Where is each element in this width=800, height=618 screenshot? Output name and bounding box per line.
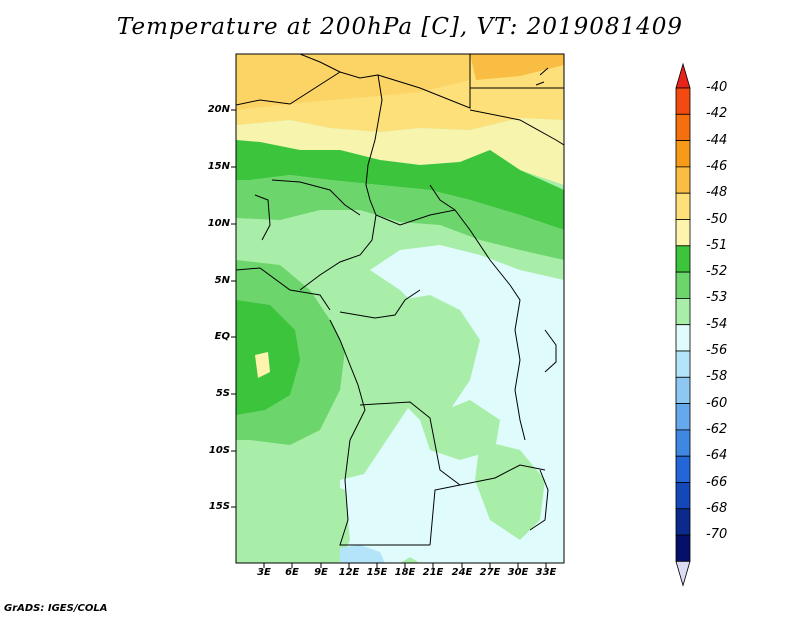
colorbar-label: -58 (706, 369, 728, 385)
colorbar-segment (675, 87, 691, 115)
colorbar-segment (675, 508, 691, 536)
lat-label: 15N (207, 161, 230, 172)
lon-label: 3E (257, 567, 271, 578)
colorbar-label: -50 (706, 211, 728, 227)
axis-ticks (231, 109, 547, 568)
colorbar-segment (675, 403, 691, 431)
colorbar-segment (675, 113, 691, 142)
lon-label: 30E (507, 567, 529, 578)
colorbar-segment (675, 350, 691, 378)
colorbar-label: -54 (706, 316, 728, 332)
lon-label: 33E (535, 567, 557, 578)
colorbar-label: -51 (706, 237, 728, 253)
colorbar-segment (675, 245, 691, 273)
colorbar-label: -64 (706, 448, 728, 464)
colorbar-segment (675, 297, 691, 326)
lon-label: 6E (285, 567, 299, 578)
colorbar-segment (675, 482, 691, 510)
colorbar-label: -56 (706, 343, 728, 358)
colorbar-label: -40 (706, 80, 728, 95)
colorbar-label: -53 (706, 290, 728, 306)
colorbar-segment (675, 192, 691, 220)
lon-label: 24E (451, 567, 473, 578)
colorbar-label: -46 (706, 158, 728, 174)
lon-label: 18E (394, 567, 416, 578)
map-frame (235, 53, 565, 564)
colorbar-label: -62 (706, 421, 728, 437)
colorbar-segment (675, 219, 691, 247)
colorbar-segment (675, 534, 691, 562)
colorbar-label: -42 (706, 106, 728, 122)
lon-label: 21E (422, 567, 444, 578)
lat-label: 20N (207, 104, 230, 115)
colorbar-segment (675, 271, 691, 299)
lon-label: 15E (366, 567, 388, 578)
lon-label: 27E (479, 567, 501, 578)
lon-label: 9E (314, 567, 328, 578)
colorbar-top-triangle (675, 62, 691, 89)
credit-text: GrADS: IGES/COLA (4, 603, 108, 614)
lon-label: 12E (338, 567, 360, 578)
lat-label: 15S (208, 501, 230, 512)
lat-label: 10S (208, 445, 230, 456)
colorbar-label: -66 (706, 474, 728, 490)
colorbar-label: -52 (706, 264, 728, 280)
temperature-field (236, 54, 564, 563)
colorbar-label: -44 (706, 132, 728, 148)
colorbar-bottom-triangle (675, 561, 691, 587)
lat-label: EQ (214, 331, 230, 342)
map-title: Temperature at 200hPa [C], VT: 201908140… (116, 14, 684, 40)
colorbar-label: -68 (706, 500, 728, 516)
colorbar-segment (675, 140, 691, 168)
colorbar-segment (675, 429, 691, 457)
colorbar-label: -48 (706, 185, 728, 201)
colorbar-label: -60 (706, 395, 728, 411)
lat-label: 10N (207, 218, 230, 229)
colorbar-segment (675, 324, 691, 352)
colorbar-segment (675, 166, 691, 194)
colorbar (675, 62, 691, 587)
lat-label: 5N (214, 275, 230, 286)
colorbar-segment (675, 376, 691, 404)
country-borders (236, 54, 564, 546)
lat-label: 5S (215, 388, 230, 399)
colorbar-label: -70 (706, 527, 728, 543)
colorbar-segment (675, 455, 691, 483)
